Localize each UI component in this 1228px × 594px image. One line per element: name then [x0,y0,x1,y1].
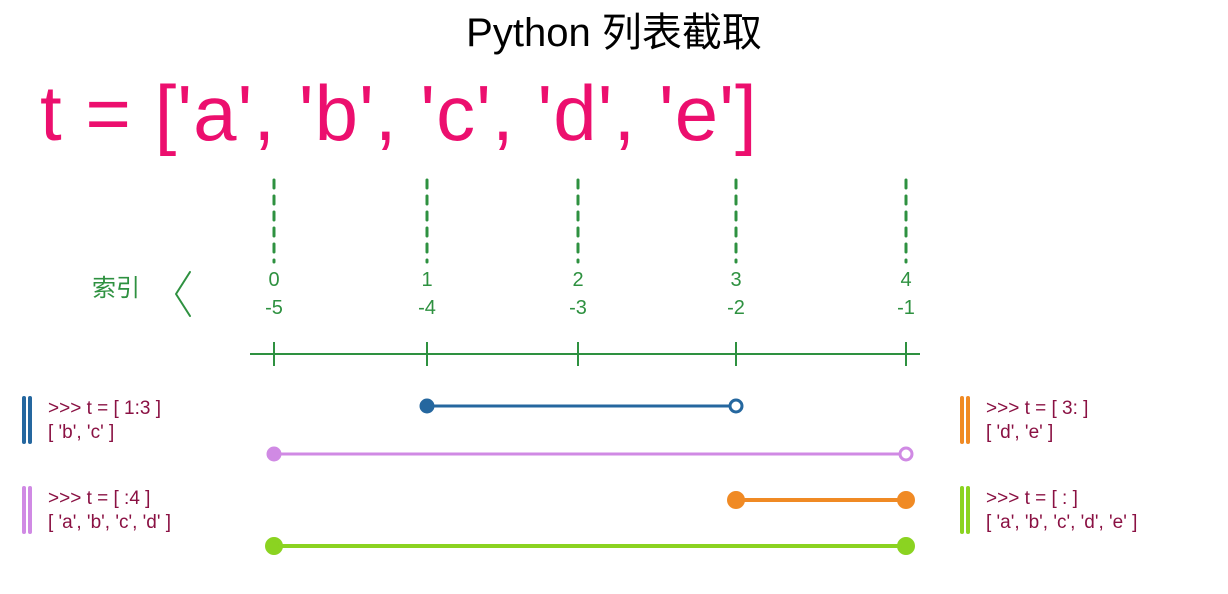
range-start-marker [268,448,280,460]
snippet-code-line: >>> t = [ 3: ] [986,398,1088,419]
index-negative: -4 [418,297,436,319]
snippet-s4: >>> t = [ : ] [ 'a', 'b', 'c', 'd', 'e' ] [962,488,1137,533]
index-positive: 2 [572,269,583,291]
snippet-result-line: [ 'b', 'c' ] [48,422,114,443]
index-positive: 1 [421,269,432,291]
range-r3 [729,493,913,507]
page-title: Python 列表截取 [466,11,762,55]
range-start-marker [729,493,743,507]
snippet-s2: >>> t = [ :4 ] [ 'a', 'b', 'c', 'd' ] [24,488,171,533]
index-negative: -5 [265,297,283,319]
snippet-code-line: >>> t = [ :4 ] [48,488,150,509]
snippet-result-line: [ 'a', 'b', 'c', 'd' ] [48,512,171,533]
range-r4 [267,539,913,553]
index-negative: -3 [569,297,587,319]
snippet-result-line: [ 'a', 'b', 'c', 'd', 'e' ] [986,512,1137,533]
range-end-marker [900,448,912,460]
range-end-marker [899,493,913,507]
range-end-marker [899,539,913,553]
index-negative: -2 [727,297,745,319]
index-bracket-icon [176,272,190,316]
range-start-marker [421,400,433,412]
snippet-code-line: >>> t = [ 1:3 ] [48,398,161,419]
index-label: 索引 [92,275,140,302]
range-end-marker [730,400,742,412]
range-start-marker [267,539,281,553]
range-r2 [268,448,912,460]
index-positive: 3 [730,269,741,291]
snippet-s3: >>> t = [ 3: ] [ 'd', 'e' ] [962,398,1088,443]
range-r1 [421,400,742,412]
index-negative: -1 [897,297,915,319]
snippet-s1: >>> t = [ 1:3 ] [ 'b', 'c' ] [24,398,161,443]
snippet-code-line: >>> t = [ : ] [986,488,1078,509]
snippet-result-line: [ 'd', 'e' ] [986,422,1053,443]
index-axis: 索引 0 -5 1 -4 2 -3 3 -2 4 -1 [92,180,920,366]
list-expression: t = ['a', 'b', 'c', 'd', 'e'] [40,69,758,157]
index-positive: 0 [268,269,279,291]
index-positive: 4 [900,269,911,291]
